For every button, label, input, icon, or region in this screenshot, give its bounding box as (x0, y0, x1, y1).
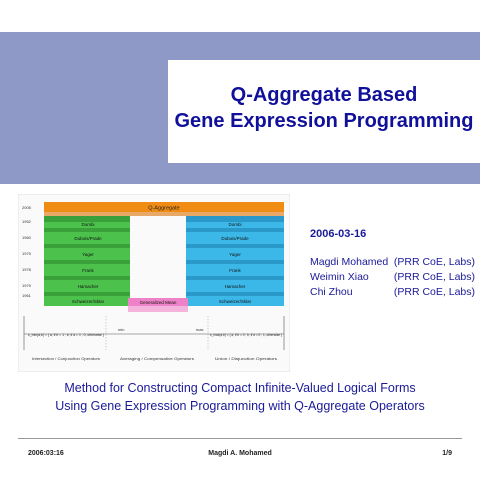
year-6: 1979 (22, 283, 32, 288)
right-label-1: Dombi (228, 222, 241, 227)
right-label-3: Yager (229, 252, 241, 257)
right-label-2: Dubois/Prade (221, 236, 249, 241)
slide-subtitle: Method for Constructing Compact Infinite… (0, 379, 480, 415)
slide-title: Q-Aggregate Based Gene Expression Progra… (168, 82, 480, 134)
author-row: Magdi Mohamed (PRR CoE, Labs) (310, 255, 475, 270)
right-formula: s_max(a,b) = { a, if b = 0 ; b, if a = 0… (210, 333, 283, 337)
year-1: 2005 (22, 205, 32, 210)
author-list: Magdi Mohamed (PRR CoE, Labs) Weimin Xia… (310, 255, 475, 300)
q-aggregate-label: Q-Aggregate (148, 206, 180, 212)
author-name: Weimin Xiao (310, 271, 369, 283)
author-affiliation: (PRR CoE, Labs) (393, 286, 475, 298)
axis-min: min (118, 327, 124, 332)
year-5: 1978 (22, 267, 32, 272)
title-box (168, 60, 480, 163)
author-affiliation: (PRR CoE, Labs) (393, 256, 475, 268)
generalized-mean-label: Generalized Mean (140, 300, 177, 305)
author-name: Magdi Mohamed (310, 256, 389, 268)
operator-diagram: Q-Aggregate Dombi Dubois/Prade Yager Fra… (18, 194, 290, 372)
year-3: 1960 (22, 235, 32, 240)
right-label-6: Schweizer/Sklar (219, 299, 252, 304)
left-label-5: Hamacher (78, 284, 99, 289)
category-union: Union / Disjunction Operators (215, 357, 277, 361)
footer-date: 2006:03:16 (28, 450, 64, 457)
slide-date: 2006-03-16 (310, 228, 367, 240)
left-formula: s_min(a,b) = { a, if b = 1 ; b, if a = 1… (28, 333, 105, 337)
left-label-6: Schweizer/Sklar (72, 299, 105, 304)
category-averaging: Averaging / Compensative Operators (120, 357, 194, 361)
year-7: 1961 (22, 293, 32, 298)
author-name: Chi Zhou (310, 286, 353, 298)
author-affiliation: (PRR CoE, Labs) (393, 271, 475, 283)
left-label-3: Yager (82, 252, 94, 257)
footer-author: Magdi A. Mohamed (208, 450, 272, 457)
left-label-1: Dombi (81, 222, 94, 227)
right-label-4: Frank (229, 268, 241, 273)
axis-max: max (196, 327, 204, 332)
operator-figure: Q-Aggregate Dombi Dubois/Prade Yager Fra… (18, 194, 290, 372)
year-2: 1952 (22, 219, 32, 224)
generalized-mean-bar (128, 298, 188, 306)
subtitle-line-1: Method for Constructing Compact Infinite… (64, 381, 416, 395)
left-operator-bars (44, 216, 130, 306)
footer-divider (18, 438, 462, 439)
right-operator-bars (186, 216, 284, 306)
footer-page-number: 1/9 (442, 450, 452, 457)
left-label-4: Frank (82, 268, 94, 273)
left-label-2: Dubois/Prade (74, 236, 102, 241)
q-aggregate-bar (44, 202, 284, 212)
author-row: Chi Zhou (PRR CoE, Labs) (310, 285, 475, 300)
right-label-5: Hamacher (225, 284, 246, 289)
title-line-1: Q-Aggregate Based (230, 84, 418, 106)
author-row: Weimin Xiao (PRR CoE, Labs) (310, 270, 475, 285)
year-4: 1975 (22, 251, 32, 256)
category-intersection: Intersection / Conjunction Operators (32, 357, 100, 361)
subtitle-line-2: Using Gene Expression Programming with Q… (55, 399, 425, 413)
title-line-2: Gene Expression Programming (174, 110, 474, 132)
